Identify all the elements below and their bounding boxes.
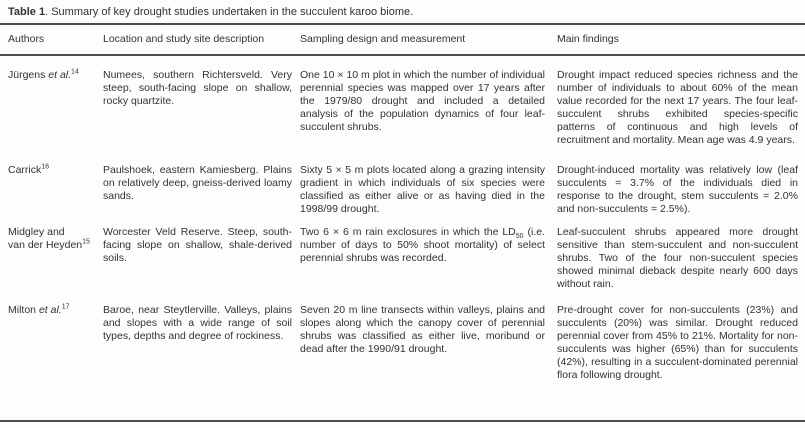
column-header-location: Location and study site description bbox=[103, 33, 265, 45]
findings-cell: Leaf-succulent shrubs appeared more drou… bbox=[557, 226, 798, 290]
header-rule bbox=[0, 54, 805, 56]
author-name: Carrick bbox=[8, 164, 42, 176]
table-caption: Table 1. Summary of key drought studies … bbox=[0, 0, 805, 23]
sampling-text: Two 6 × 6 m rain exclosures in which the… bbox=[300, 226, 516, 238]
table-row: Jürgens et al.14 Numees, southern Richte… bbox=[0, 69, 805, 147]
author-cell: Midgley and van der Heyden15 bbox=[8, 226, 103, 291]
author-name: Jürgens bbox=[8, 69, 49, 81]
findings-cell: Drought-induced mortality was relatively… bbox=[557, 164, 798, 215]
location-cell: Worcester Veld Reserve. Steep, south-fac… bbox=[103, 226, 292, 264]
bottom-rule bbox=[0, 420, 805, 422]
ld50-subscript: 50 bbox=[515, 233, 524, 241]
sampling-cell: Two 6 × 6 m rain exclosures in which the… bbox=[300, 226, 557, 291]
table-caption-text: . Summary of key drought studies underta… bbox=[45, 6, 414, 18]
findings-cell: Pre-drought cover for non-succulents (23… bbox=[557, 304, 798, 381]
table-row: Carrick16 Paulshoek, eastern Kamiesberg.… bbox=[0, 164, 805, 216]
table-row: Midgley and van der Heyden15 Worcester V… bbox=[0, 226, 805, 291]
sampling-text: (i.e. number of days to 50% shoot mortal… bbox=[300, 226, 545, 264]
author-cell: Milton et al.17 bbox=[8, 304, 103, 382]
table-body: Jürgens et al.14 Numees, southern Richte… bbox=[0, 56, 805, 388]
findings-cell: Drought impact reduced species richness … bbox=[557, 69, 798, 146]
sampling-cell: Seven 20 m line transects within valleys… bbox=[300, 304, 545, 355]
author-etal: et al. bbox=[48, 69, 72, 81]
column-header-sampling: Sampling design and measurement bbox=[300, 33, 466, 45]
table-number: Table 1 bbox=[8, 6, 46, 18]
author-reference-number: 14 bbox=[71, 68, 79, 76]
location-cell: Baroe, near Steytlerville. Valleys, plai… bbox=[103, 304, 292, 342]
location-cell: Numees, southern Richtersveld. Very stee… bbox=[103, 69, 292, 107]
spacer bbox=[0, 388, 805, 420]
table-row: Milton et al.17 Baroe, near Steytlervill… bbox=[0, 304, 805, 382]
author-cell: Jürgens et al.14 bbox=[8, 69, 103, 147]
column-header-findings: Main findings bbox=[557, 33, 619, 45]
sampling-cell: One 10 × 10 m plot in which the number o… bbox=[300, 69, 545, 133]
author-name: Milton bbox=[8, 304, 39, 316]
author-cell: Carrick16 bbox=[8, 164, 103, 216]
sampling-cell: Sixty 5 × 5 m plots located along a graz… bbox=[300, 164, 545, 215]
top-rule bbox=[0, 23, 805, 25]
location-cell: Paulshoek, eastern Kamiesberg. Plains on… bbox=[103, 164, 292, 202]
table-header-row: Authors Location and study site descript… bbox=[0, 25, 805, 54]
author-reference-number: 17 bbox=[61, 303, 70, 311]
column-header-authors: Authors bbox=[8, 33, 45, 45]
author-etal: et al. bbox=[38, 304, 62, 316]
author-reference-number: 15 bbox=[82, 238, 90, 246]
author-name: Midgley and van der Heyden bbox=[8, 226, 83, 251]
author-reference-number: 16 bbox=[41, 163, 50, 171]
